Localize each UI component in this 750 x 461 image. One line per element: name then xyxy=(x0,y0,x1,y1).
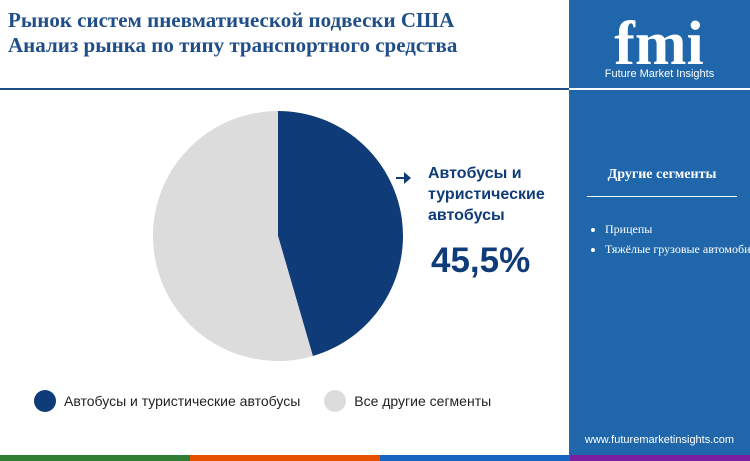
sidebar-divider xyxy=(569,88,750,90)
fmi-logo-text: fmi xyxy=(614,10,704,78)
chart-title: Рынок систем пневматической подвески США… xyxy=(8,8,563,58)
legend-item-buses: Автобусы и туристические автобусы xyxy=(34,390,300,412)
fmi-logo: fmi xyxy=(614,10,704,78)
callout-arrow-icon xyxy=(396,172,411,184)
segment-item-heavy-trucks: Тяжёлые грузовые автомобили xyxy=(605,240,750,258)
bottom-color-bar xyxy=(0,455,750,461)
legend-item-others: Все другие сегменты xyxy=(324,390,491,412)
legend-swatch-others xyxy=(324,390,347,412)
pie-slice-buses xyxy=(278,111,404,357)
pie-chart xyxy=(153,111,404,361)
website-url[interactable]: www.futuremarketinsights.com xyxy=(584,434,735,446)
callout-value: 45,5% xyxy=(431,241,531,280)
legend-label-others: Все другие сегменты xyxy=(354,393,492,409)
pie-slice-others xyxy=(153,111,313,361)
legend-swatch-buses xyxy=(34,390,56,412)
bottom-bar-segment-4 xyxy=(570,455,750,461)
title-divider xyxy=(0,88,569,90)
bottom-bar-segment-1 xyxy=(0,455,190,461)
logo-subtitle: Future Market Insights xyxy=(604,68,715,80)
sidebar: fmi Future Market Insights Другие сегмен… xyxy=(569,0,750,461)
title-line-1: Рынок систем пневматической подвески США xyxy=(8,8,455,32)
other-segments-divider xyxy=(587,196,737,197)
segment-item-trailers: Прицепы xyxy=(605,220,750,238)
other-segments-list: Прицепы Тяжёлые грузовые автомобили xyxy=(583,220,750,260)
bottom-bar-segment-3 xyxy=(380,455,570,461)
other-segments-heading: Другие сегменты xyxy=(607,167,717,182)
bottom-bar-segment-2 xyxy=(190,455,380,461)
legend: Автобусы и туристические автобусы Все др… xyxy=(34,390,515,412)
callout-label: Автобусы и туристические автобусы xyxy=(428,165,545,224)
title-line-2: Анализ рынка по типу транспортного средс… xyxy=(8,33,458,57)
legend-label-buses: Автобусы и туристические автобусы xyxy=(64,393,301,409)
